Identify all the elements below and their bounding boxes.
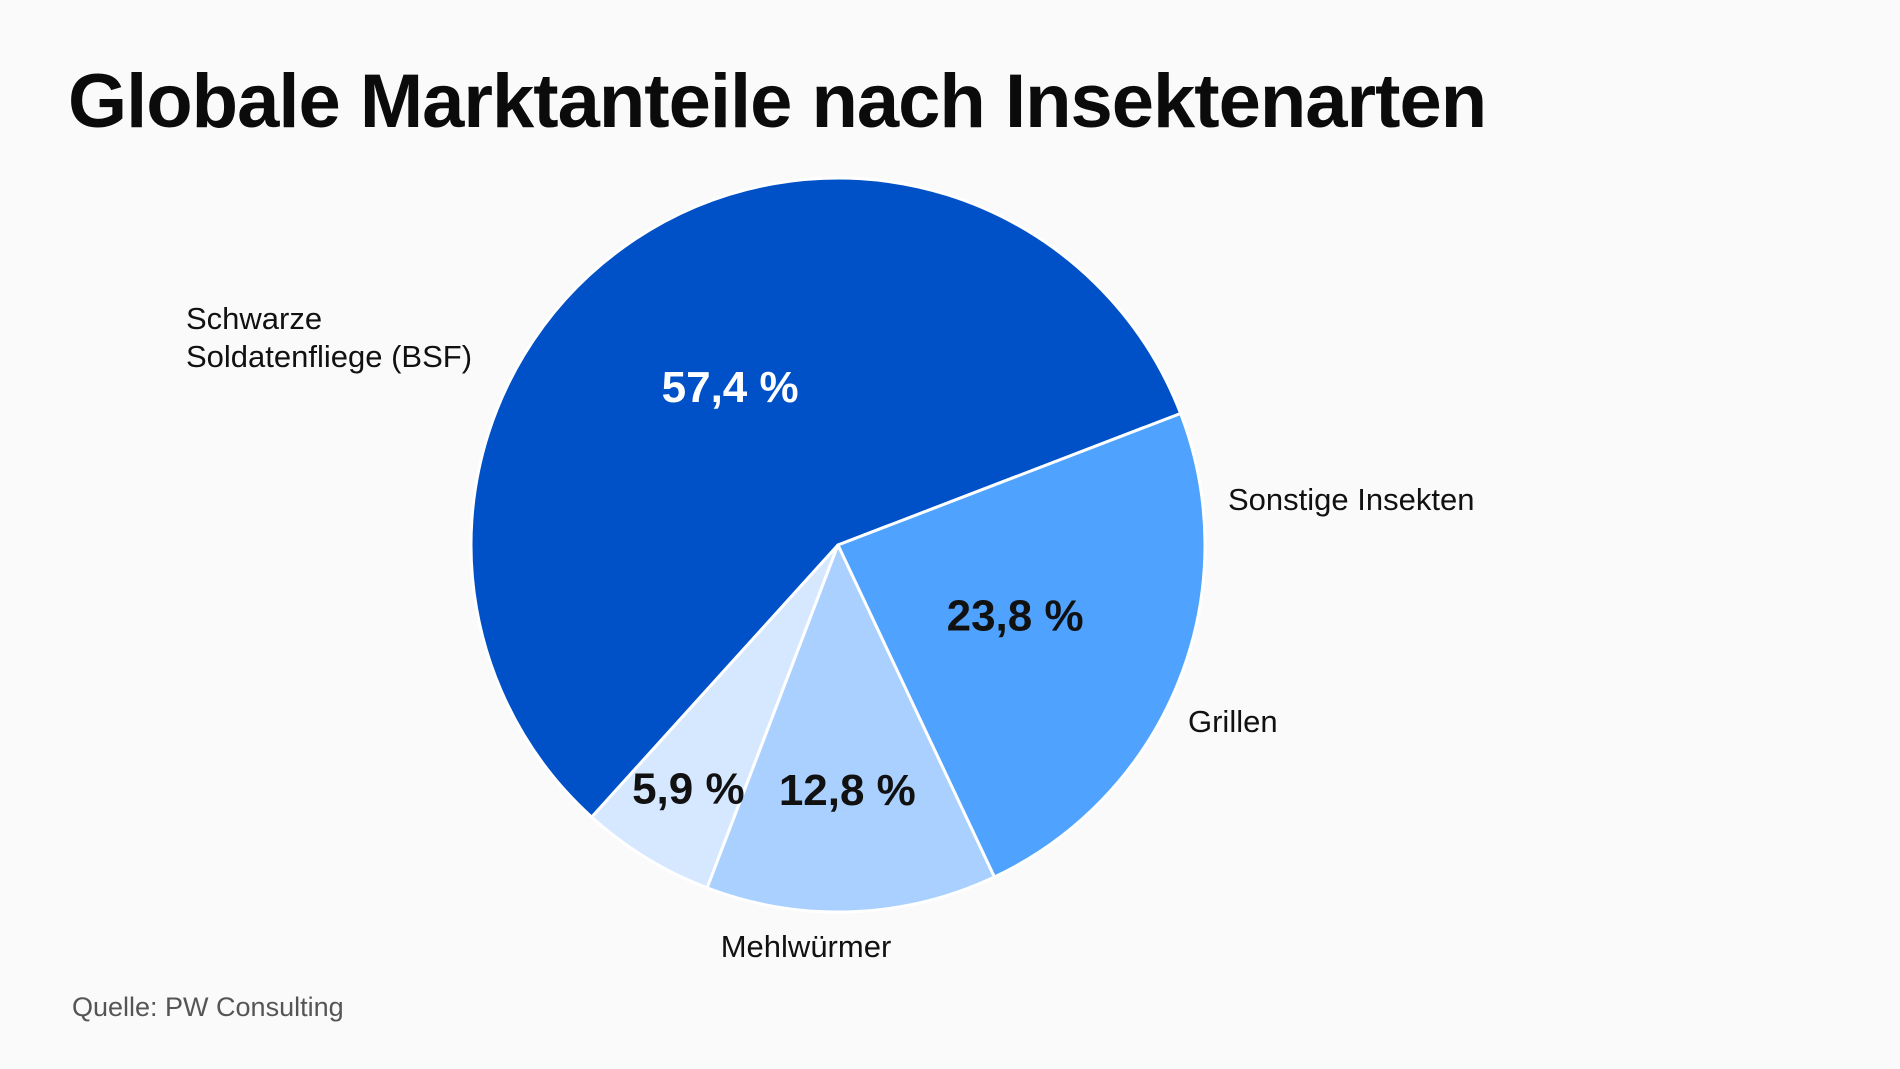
pie-value-label-sonstige-insekten: 5,9 % (632, 765, 745, 814)
pie-slice-sonstige-insekten (590, 543, 840, 890)
pie-slice-mehlwürmer (836, 411, 1207, 879)
pie-value-label-mehlwürmer: 23,8 % (947, 592, 1084, 641)
pie-value-labels: 57,4 % 5,9 % 12,8 % 23,8 % (632, 363, 1084, 815)
pie-category-labels: Schwarze Soldatenfliege (BSF) Sonstige Ins… (186, 301, 1474, 964)
source-note: Quelle: PW Consulting (72, 992, 344, 1022)
pie-category-label-mehlwürmer: Mehlwürmer (721, 929, 892, 964)
chart-title: Globale Marktanteile nach Insektenarten (68, 59, 1487, 144)
pie-slice-schwarze-soldatenfliege-bsf (469, 176, 1183, 819)
pie-value-label-grillen: 12,8 % (779, 766, 916, 815)
pie-category-label-schwarze-soldatenfliege-bsf: Schwarze Soldatenfliege (BSF) (186, 301, 472, 374)
pie-category-label-sonstige-insekten: Sonstige Insekten (1228, 482, 1474, 517)
pie-slice-grillen (705, 543, 996, 914)
pie-slices (469, 176, 1207, 914)
pie-category-label-grillen: Grillen (1188, 704, 1278, 739)
pie-value-label-schwarze-soldatenfliege-bsf: 57,4 % (662, 363, 799, 412)
